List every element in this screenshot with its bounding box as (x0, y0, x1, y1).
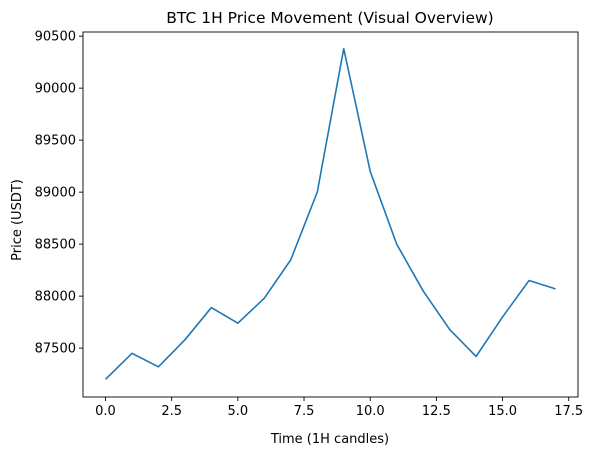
y-tick-label: 87500 (35, 342, 76, 357)
data-point (554, 287, 558, 291)
y-axis-ticks: 87500 88000 88500 89000 89500 90000 90500 (35, 30, 83, 357)
data-point (421, 289, 425, 293)
data-point (289, 258, 293, 262)
x-axis-ticks: 0.0 2.5 5.0 7.5 10.0 12.5 15.0 17.5 (95, 397, 583, 419)
chart-title: BTC 1H Price Movement (Visual Overview) (166, 9, 493, 27)
x-tick-label: 2.5 (161, 404, 182, 419)
plot-area (82, 31, 579, 398)
y-tick-label: 90000 (35, 82, 76, 97)
series-line-0 (104, 47, 556, 380)
data-point (368, 169, 372, 173)
x-tick-label: 12.5 (422, 404, 451, 419)
y-axis-label: Price (USDT) (10, 179, 25, 261)
x-tick-label: 5.0 (228, 404, 249, 419)
data-point (501, 315, 505, 319)
x-axis-label: Time (1H candles) (270, 432, 389, 447)
data-point (474, 354, 478, 358)
y-tick-label: 89500 (35, 134, 76, 149)
data-point (448, 327, 452, 331)
y-tick-label: 88500 (35, 238, 76, 253)
y-tick-label: 90500 (35, 30, 76, 45)
x-tick-label: 7.5 (294, 404, 315, 419)
x-tick-label: 15.0 (488, 404, 517, 419)
data-point (130, 351, 134, 355)
x-tick-label: 0.0 (95, 404, 116, 419)
data-point (262, 296, 266, 300)
data-point (315, 190, 319, 194)
data-point (183, 338, 187, 342)
axes-frame (82, 31, 579, 398)
x-tick-label: 10.0 (356, 404, 385, 419)
data-point (209, 306, 213, 310)
y-tick-label: 88000 (35, 290, 76, 305)
data-point (236, 321, 240, 325)
series-lines (104, 47, 558, 381)
data-point (395, 242, 399, 246)
data-point (342, 47, 346, 51)
data-point (527, 279, 531, 283)
x-tick-label: 17.5 (554, 404, 583, 419)
data-point (156, 365, 160, 369)
data-point (104, 377, 108, 381)
y-tick-label: 89000 (35, 186, 76, 201)
